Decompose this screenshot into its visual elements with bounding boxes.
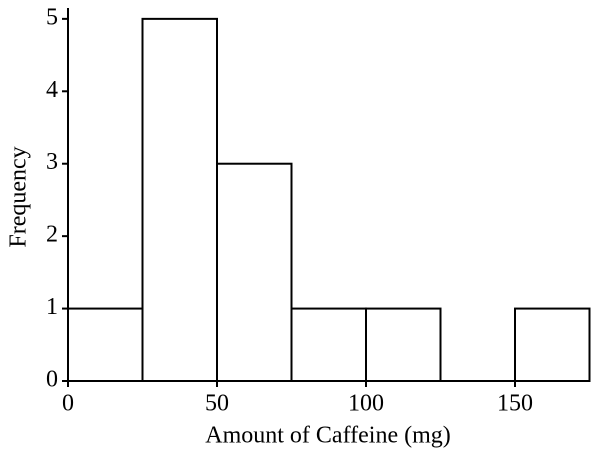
y-tick-label: 3 [46, 149, 58, 175]
bar [67, 307, 144, 382]
x-axis-label: Amount of Caffeine (mg) [205, 423, 451, 449]
y-tick-label: 4 [46, 77, 58, 103]
bar [365, 307, 442, 382]
y-tick-label: 0 [46, 367, 58, 393]
bar [141, 17, 218, 383]
bar [290, 307, 367, 382]
x-tick-label: 0 [62, 391, 74, 417]
bar [216, 162, 293, 382]
y-tick-label: 5 [46, 4, 58, 30]
y-axis-label: Frequency [6, 146, 32, 247]
x-tick-label: 50 [205, 391, 229, 417]
y-tick-label: 2 [46, 222, 58, 248]
y-tick-label: 1 [46, 294, 58, 320]
x-tick-label: 100 [348, 391, 384, 417]
bar [514, 307, 591, 382]
x-tick-label: 150 [497, 391, 533, 417]
